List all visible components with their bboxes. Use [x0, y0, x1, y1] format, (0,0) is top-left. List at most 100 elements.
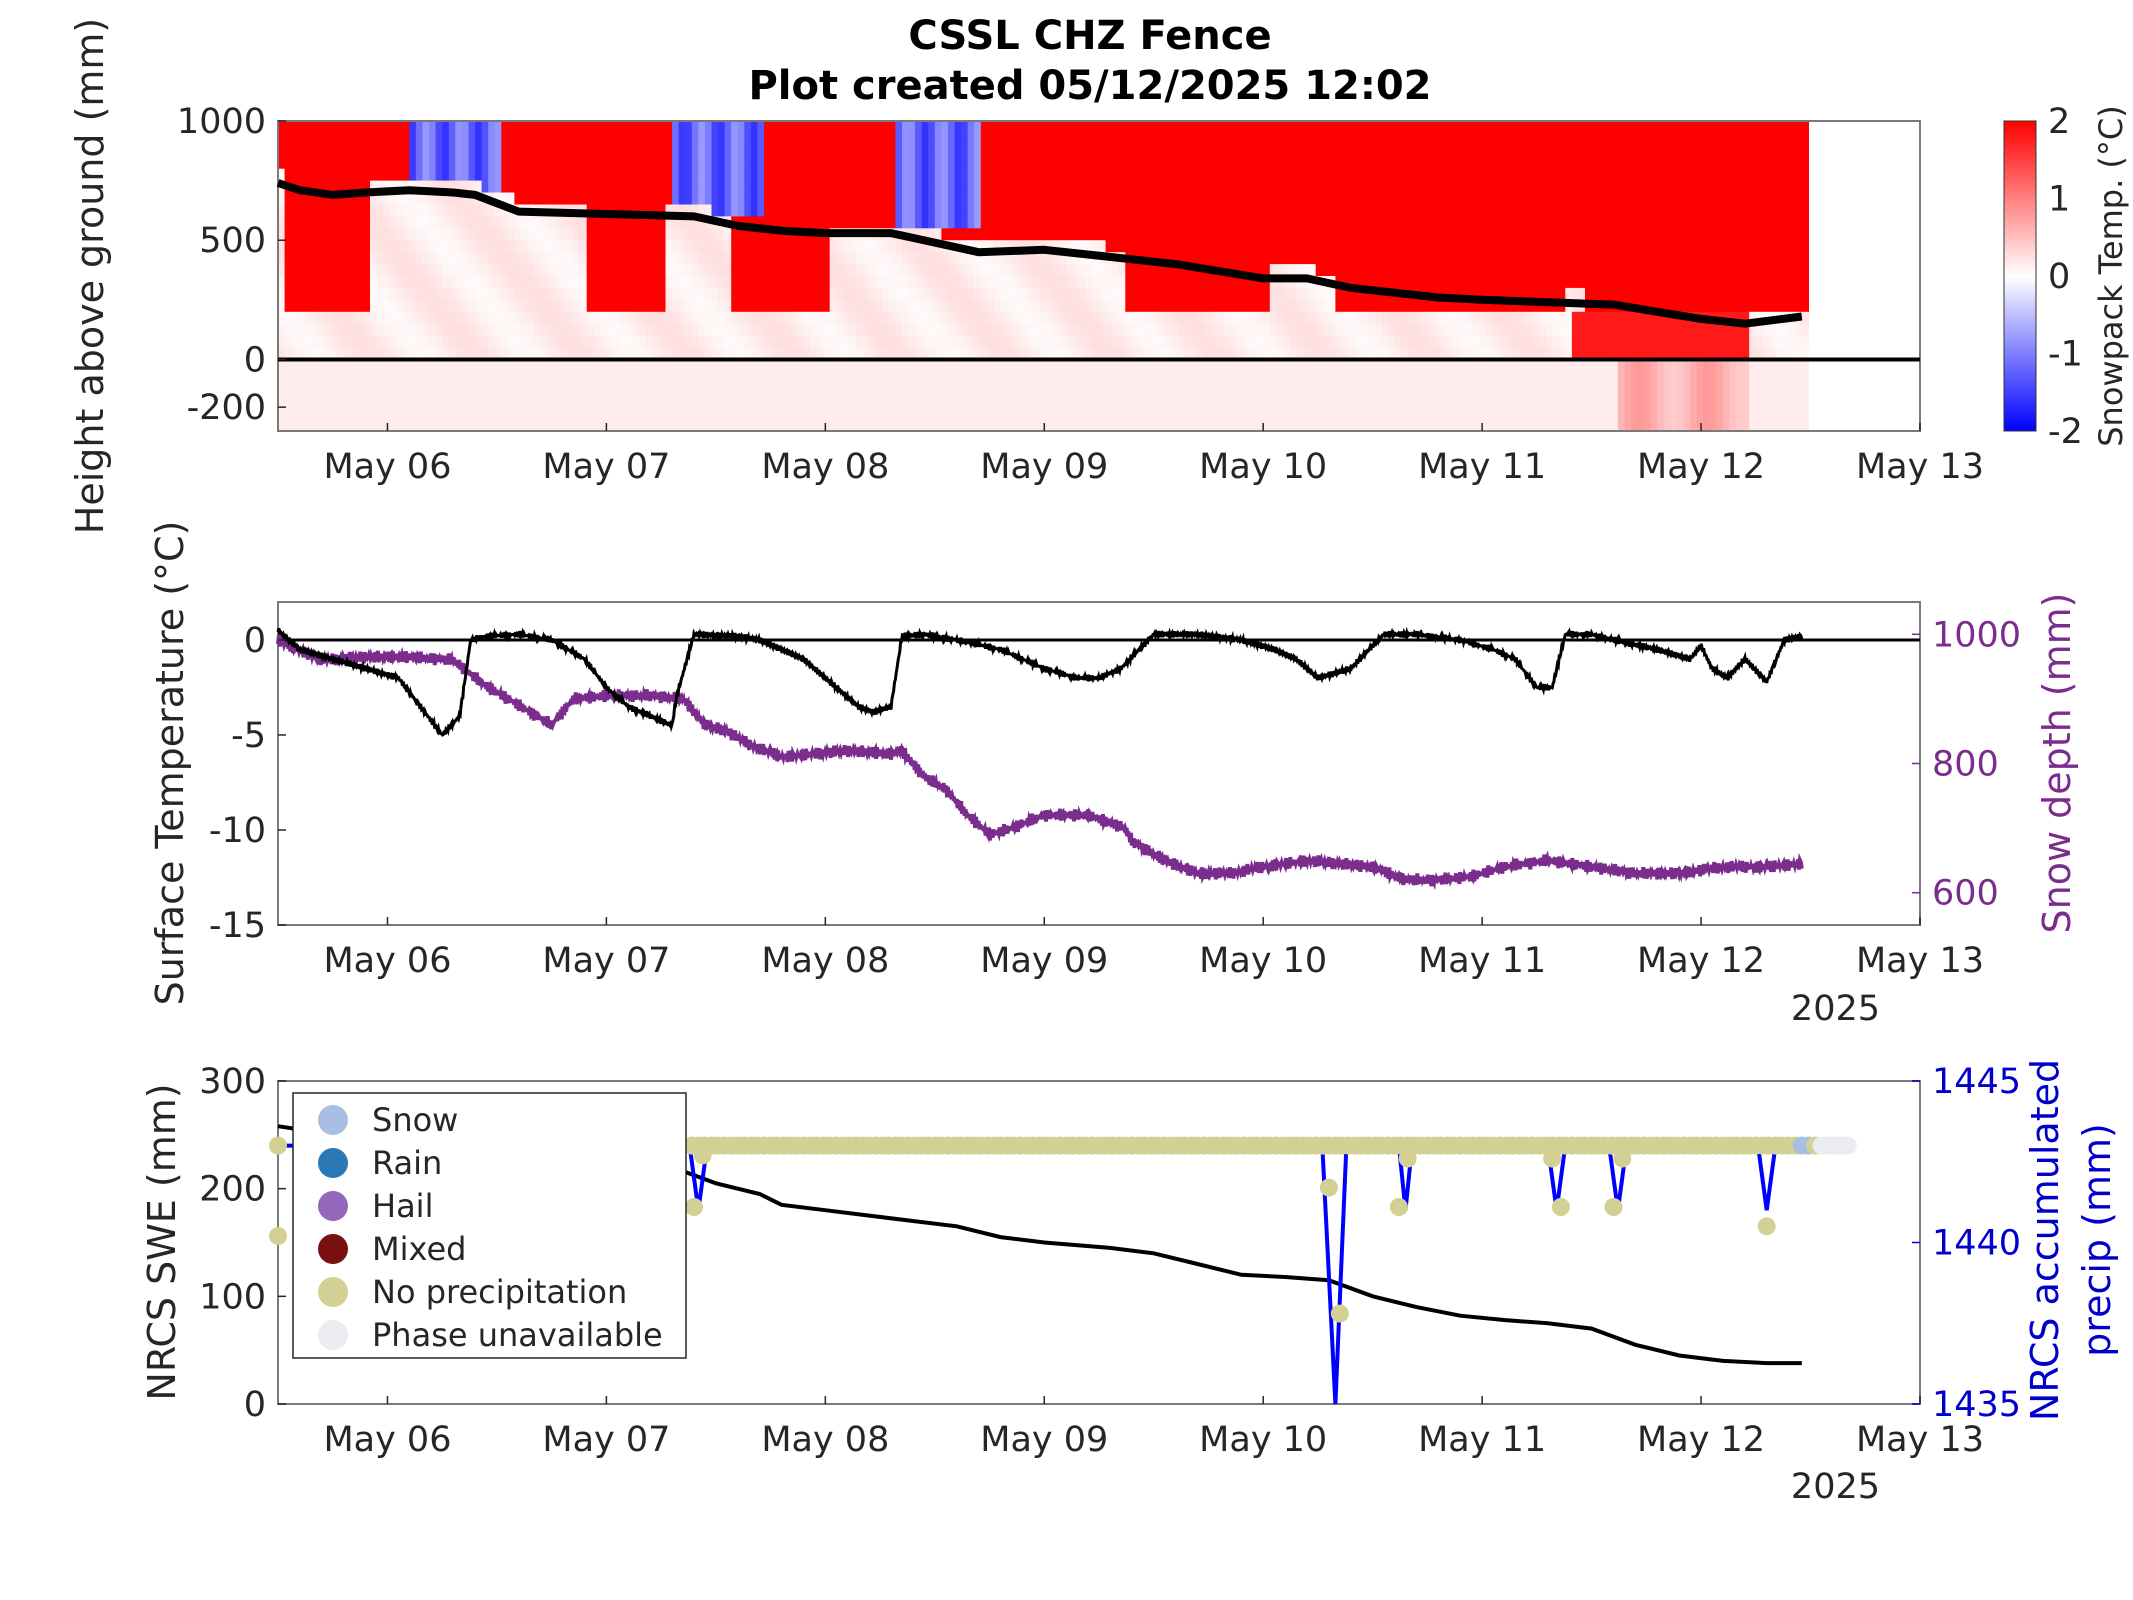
heatmap-cell: [1158, 335, 1166, 349]
heatmap-cell: [645, 347, 653, 360]
heatmap-cell: [1473, 407, 1481, 420]
heatmap-cell: [1059, 323, 1067, 337]
heatmap-cell: [310, 240, 318, 253]
heatmap-cell: [632, 144, 640, 158]
heatmap-cell: [1348, 204, 1356, 217]
heatmap-cell: [1269, 347, 1277, 360]
heatmap-cell: [915, 216, 923, 229]
heatmap-cell: [1039, 323, 1048, 337]
heatmap-cell: [1007, 156, 1015, 170]
heatmap-cell: [954, 371, 962, 384]
heatmap-cell: [626, 216, 634, 229]
heatmap-cell: [1236, 228, 1245, 241]
heatmap-cell: [1204, 359, 1212, 372]
heatmap-cell: [337, 180, 345, 194]
heatmap-cell: [1388, 121, 1396, 134]
heatmap-cell: [1197, 156, 1205, 170]
heatmap-cell: [324, 311, 332, 325]
heatmap-cell: [856, 168, 864, 182]
heatmap-cell: [895, 156, 903, 170]
heatmap-cell: [1493, 407, 1501, 420]
heatmap-cell: [941, 419, 949, 432]
heatmap-cell: [429, 276, 437, 289]
heatmap-cell: [1013, 335, 1021, 349]
heatmap-cell: [1374, 180, 1383, 194]
heatmap-cell: [1000, 407, 1008, 420]
heatmap-cell: [869, 252, 877, 265]
heatmap-cell: [816, 168, 824, 182]
heatmap-cell: [1059, 252, 1067, 265]
heatmap-cell: [658, 252, 667, 265]
heatmap-cell: [790, 276, 798, 289]
heatmap-cell: [645, 132, 653, 146]
heatmap-cell: [1053, 276, 1061, 289]
heatmap-cell: [501, 180, 509, 194]
heatmap-cell: [691, 192, 699, 205]
heatmap-cell: [1256, 407, 1264, 420]
heatmap-cell: [1039, 359, 1048, 372]
heatmap-cell: [448, 299, 456, 313]
heatmap-cell: [606, 287, 614, 301]
heatmap-cell: [1282, 144, 1291, 158]
heatmap-cell: [580, 180, 588, 194]
heatmap-cell: [402, 168, 410, 182]
heatmap-cell: [764, 347, 772, 360]
heatmap-cell: [1420, 419, 1428, 432]
heatmap-cell: [396, 287, 404, 301]
heatmap-cell: [1197, 216, 1205, 229]
heatmap-cell: [875, 168, 883, 182]
heatmap-cell: [370, 132, 378, 146]
heatmap-cell: [698, 311, 706, 325]
heatmap-cell: [1210, 335, 1218, 349]
heatmap-cell: [1217, 132, 1225, 146]
heatmap-cell: [902, 264, 910, 277]
heatmap-cell: [613, 192, 621, 205]
heatmap-cell: [494, 276, 502, 289]
heatmap-cell: [875, 144, 883, 158]
heatmap-cell: [724, 132, 732, 146]
heatmap-cell: [415, 419, 424, 432]
heatmap-cell: [902, 323, 910, 337]
heatmap-cell: [934, 276, 942, 289]
heatmap-cell: [1302, 335, 1310, 349]
heatmap-cell: [481, 311, 489, 325]
heatmap-cell: [1184, 371, 1192, 384]
heatmap-cell: [284, 311, 292, 325]
heatmap-cell: [915, 132, 923, 146]
heatmap-cell: [1315, 121, 1323, 134]
heatmap-cell: [947, 347, 956, 360]
heatmap-cell: [678, 216, 686, 229]
heatmap-cell: [731, 323, 739, 337]
heatmap-cell: [324, 407, 332, 420]
heatmap-cell: [1263, 407, 1271, 420]
heatmap-cell: [514, 156, 522, 170]
heatmap-cell: [724, 323, 732, 337]
heatmap-cell: [1013, 383, 1021, 396]
heatmap-cell: [389, 383, 397, 396]
heatmap-cell: [429, 419, 437, 432]
heatmap-cell: [304, 371, 312, 384]
heatmap-cell: [350, 383, 358, 396]
heatmap-cell: [895, 299, 903, 313]
heatmap-cell: [1243, 407, 1251, 420]
heatmap-cell: [1243, 335, 1251, 349]
heatmap-cell: [856, 299, 864, 313]
heatmap-cell: [580, 132, 588, 146]
heatmap-cell: [691, 276, 699, 289]
heatmap-cell: [481, 347, 489, 360]
heatmap-cell: [882, 276, 890, 289]
heatmap-cell: [415, 311, 424, 325]
heatmap-cell: [1112, 419, 1120, 432]
heatmap-cell: [606, 252, 614, 265]
heatmap-cell: [947, 287, 956, 301]
heatmap-cell: [429, 204, 437, 217]
heatmap-cell: [376, 419, 384, 432]
heatmap-cell: [980, 383, 988, 396]
heatmap-cell: [1000, 156, 1008, 170]
heatmap-cell: [1381, 419, 1389, 432]
heatmap-cell: [1519, 168, 1527, 182]
heatmap-cell: [284, 287, 292, 301]
heatmap-cell: [1381, 335, 1389, 349]
heatmap-cell: [1388, 395, 1396, 408]
heatmap-cell: [744, 144, 752, 158]
